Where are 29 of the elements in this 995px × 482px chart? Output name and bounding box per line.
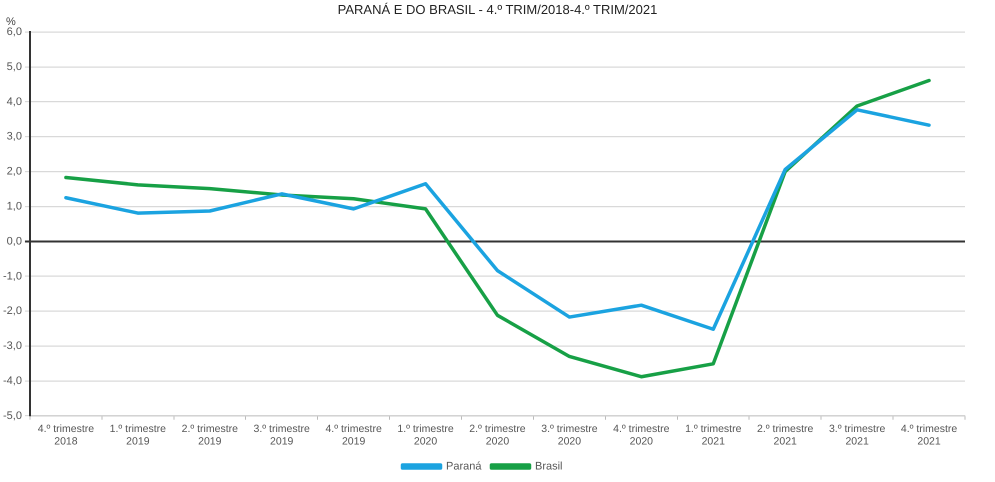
x-tick-label: 1.º trimestre 2020: [397, 422, 454, 448]
y-tick-label: -3,0: [2, 340, 22, 352]
y-tick-label: 6,0: [6, 26, 22, 38]
x-tick-label: 4.º trimestre 2018: [38, 422, 94, 448]
x-tick-label: 4.º trimestre 2021: [900, 422, 958, 448]
x-tick-label: 4.º trimestre 2020: [613, 422, 670, 448]
y-tick-label: -4,0: [2, 374, 22, 387]
x-tick-label: 2.º trimestre 2019: [182, 422, 238, 448]
legend-label: Paraná: [446, 460, 482, 473]
y-tick-label: 4,0: [6, 96, 22, 108]
x-tick-label: 2.º trimestre 2020: [469, 422, 526, 448]
y-tick-label: -5,0: [2, 410, 22, 422]
x-tick-label: 3.º trimestre 2021: [828, 422, 886, 448]
x-tick-label: 2.º trimestre 2021: [757, 422, 814, 448]
y-tick-label: 0,0: [6, 235, 22, 248]
y-tick-label: -1,0: [2, 270, 22, 282]
y-axis-title: %: [6, 16, 16, 28]
y-tick-label: 2,0: [6, 166, 22, 178]
x-tick-label: 3.º trimestre 2019: [254, 422, 310, 448]
x-tick-label: 1.º trimestre 2019: [110, 422, 166, 448]
y-tick-label: 5,0: [6, 60, 22, 73]
x-tick-label: 1.º trimestre 2021: [685, 422, 742, 448]
y-tick-label: 1,0: [6, 200, 22, 212]
y-tick-label: -2,0: [2, 305, 22, 318]
x-tick-label: 4.º trimestre 2019: [325, 422, 382, 448]
y-tick-label: 3,0: [6, 130, 22, 143]
legend-label: Brasil: [534, 460, 562, 473]
chart-title: PARANÁ E DO BRASIL - 4.º TRIM/2018-4.º TRIM/2021: [336, 2, 658, 17]
x-tick-label: 3.º trimestre 2020: [541, 422, 598, 448]
